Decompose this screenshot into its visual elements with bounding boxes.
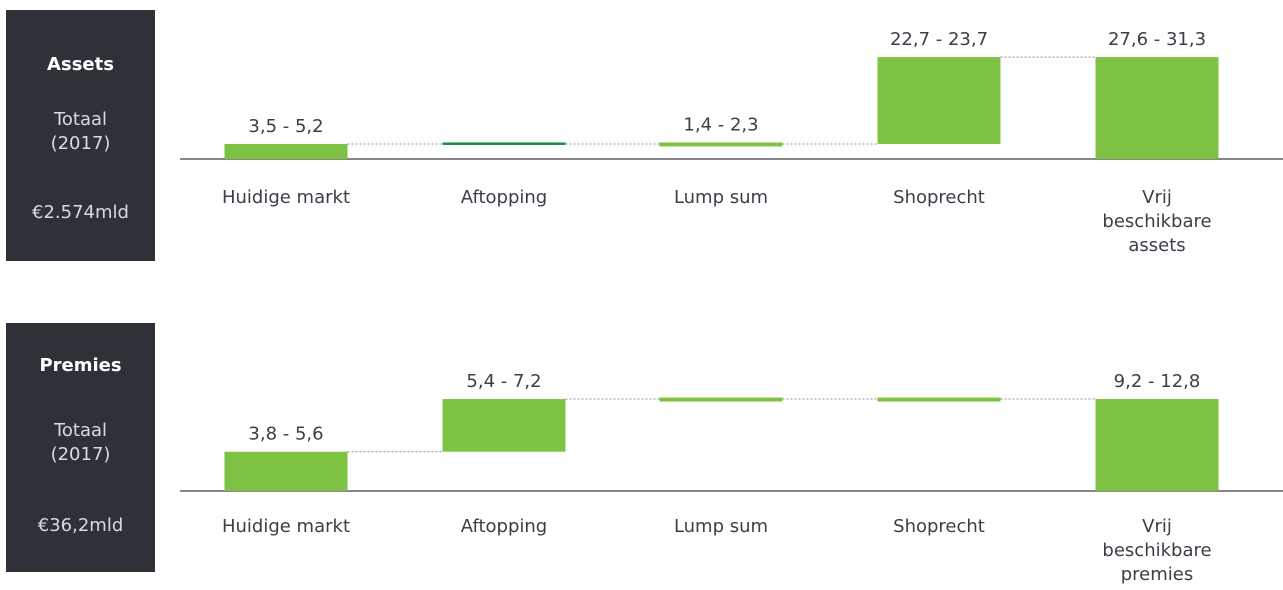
category-label: Aftopping bbox=[461, 516, 547, 537]
premies-side-panel: Premies Totaal (2017) €36,2mld bbox=[6, 323, 155, 572]
panel-subtitle-line2: (2017) bbox=[50, 444, 111, 465]
panel-total: €2.574mld bbox=[32, 202, 129, 223]
bar bbox=[442, 399, 566, 452]
category-label: premies bbox=[1121, 564, 1194, 585]
category-label: Vrij bbox=[1142, 187, 1172, 208]
bar bbox=[877, 397, 1001, 402]
bar bbox=[224, 143, 348, 159]
category-label: Shoprecht bbox=[893, 516, 985, 537]
category-label: Huidige markt bbox=[222, 516, 350, 537]
data-label: 3,8 - 5,6 bbox=[248, 424, 323, 445]
category-label: assets bbox=[1128, 235, 1185, 256]
data-label: 5,4 - 7,2 bbox=[466, 371, 541, 392]
category-label: Lump sum bbox=[674, 516, 768, 537]
panel-subtitle-line1: Totaal bbox=[53, 109, 108, 130]
data-label: 1,4 - 2,3 bbox=[683, 114, 758, 135]
data-label: 22,7 - 23,7 bbox=[890, 29, 988, 50]
bar bbox=[877, 57, 1001, 144]
bar bbox=[1095, 57, 1219, 160]
panel-title: Assets bbox=[47, 54, 114, 75]
category-label: beschikbare bbox=[1102, 211, 1211, 232]
bar bbox=[659, 142, 783, 147]
panel-title: Premies bbox=[39, 355, 122, 376]
category-label: Aftopping bbox=[461, 187, 547, 208]
bar bbox=[224, 451, 348, 491]
category-label: Huidige markt bbox=[222, 187, 350, 208]
category-label: beschikbare bbox=[1102, 540, 1211, 561]
bar bbox=[442, 142, 566, 145]
data-label: 27,6 - 31,3 bbox=[1108, 29, 1206, 50]
bar bbox=[659, 397, 783, 402]
panel-subtitle-line2: (2017) bbox=[50, 133, 111, 154]
category-label: Lump sum bbox=[674, 187, 768, 208]
category-label: Shoprecht bbox=[893, 187, 985, 208]
bar bbox=[1095, 399, 1219, 491]
panel-total: €36,2mld bbox=[37, 515, 124, 536]
data-label: 9,2 - 12,8 bbox=[1114, 371, 1201, 392]
assets-side-panel: Assets Totaal (2017) €2.574mld bbox=[6, 10, 155, 261]
category-label: Vrij bbox=[1142, 516, 1172, 537]
panel-subtitle-line1: Totaal bbox=[53, 420, 108, 441]
data-label: 3,5 - 5,2 bbox=[248, 116, 323, 137]
